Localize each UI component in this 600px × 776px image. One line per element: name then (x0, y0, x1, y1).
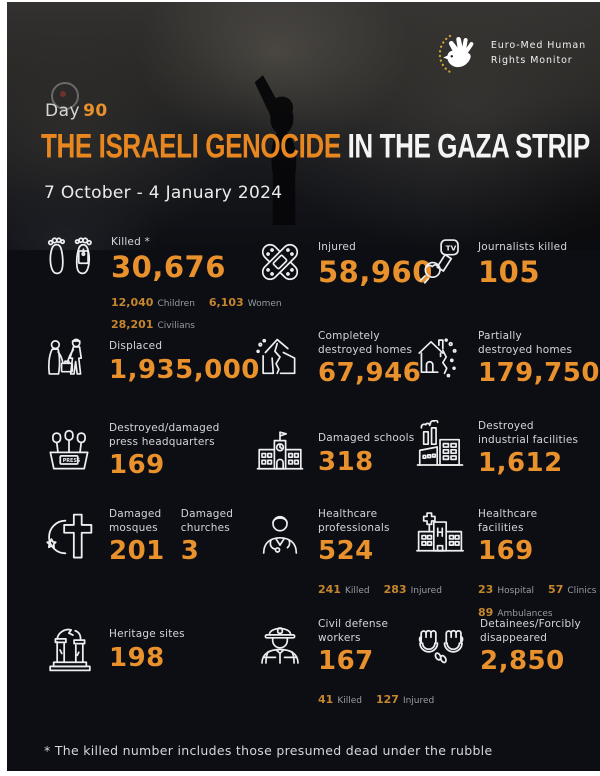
stat-homes-completely-destroyed: Completely destroyed homes 67,946 (253, 330, 421, 388)
stat-mosques-churches: Damaged mosques 201 Damaged churches 3 (40, 508, 233, 570)
firefighter-icon (253, 618, 307, 676)
stat-press-headquarters: PRESS Destroyed/damaged press headquarter… (40, 422, 219, 482)
stat-label: Damaged mosques (109, 508, 162, 534)
hero-photo (7, 2, 600, 250)
hospital-building-icon (413, 508, 467, 566)
stat-value: 1,935,000 (109, 354, 260, 385)
stat-value: 105 (478, 254, 541, 289)
stat-value: 30,676 (111, 249, 226, 284)
ambulance-emblem (51, 82, 79, 110)
stat-healthcare-facilities: Healthcare facilities 169 23 Hospital 57 Cl… (413, 508, 600, 620)
stat-value: 179,750 (478, 358, 600, 389)
stat-value: 3 (180, 536, 200, 567)
svg-text:PRESS: PRESS (63, 458, 81, 464)
svg-text:TV: TV (446, 243, 457, 252)
press-podium-icon: PRESS (40, 422, 98, 482)
stat-substats: 23 Hospital 57 Clinics (478, 582, 597, 596)
stat-journalists-killed: TV Journalists killed 105 (413, 235, 567, 293)
logo-text: Euro-Med Human Rights Monitor (490, 40, 586, 66)
stat-substats: 89 Ambulances (478, 605, 553, 619)
footnote: * The killed number includes those presu… (44, 743, 493, 758)
destroyed-house-icon (253, 330, 307, 388)
date-range: 7 October - 4 January 2024 (44, 183, 283, 203)
stat-label: Displaced (109, 340, 163, 352)
handcuffed-fists-icon (413, 618, 469, 678)
stat-killed: Killed * 30,676 12,040 Children 6,103 Wome… (40, 230, 296, 332)
stat-label: Journalists killed (478, 241, 568, 253)
stat-heritage-sites: Heritage sites 198 (42, 622, 185, 682)
page-title: THE ISRAELI GENOCIDE IN THE GAZA STRIP (41, 126, 590, 166)
stat-industrial-facilities: Destroyed industrial facilities 1,612 (413, 419, 579, 479)
cracked-house-icon (413, 330, 467, 388)
ruins-icon (42, 622, 98, 682)
crescent-cross-icon (40, 508, 98, 570)
stat-label: Healthcare facilities (478, 508, 538, 534)
school-building-icon (253, 426, 307, 484)
stat-label: Detainees/Forcibly disappeared (480, 618, 581, 644)
stat-label: Heritage sites (109, 628, 185, 640)
displaced-family-icon (42, 334, 98, 392)
tv-microphone-hand-icon: TV (413, 235, 467, 293)
stat-value: 169 (109, 450, 165, 481)
stat-label: Completely destroyed homes (318, 330, 413, 356)
stat-label: Killed * (111, 236, 150, 248)
stat-civil-defense: Civil defense workers 167 41 Killed 127 Inj… (253, 618, 448, 707)
stat-value: 167 (318, 646, 374, 677)
stat-value: 58,960 (318, 254, 433, 289)
stat-label: Partially destroyed homes (478, 330, 573, 356)
stat-label: Damaged schools (318, 432, 415, 444)
dove-hand-icon (438, 34, 474, 74)
stat-value: 318 (318, 446, 374, 477)
crossed-bandages-icon (253, 235, 307, 293)
infographic-poster: Euro-Med Human Rights Monitor Day 90 THE … (7, 2, 600, 771)
stat-label: Damaged churches (180, 508, 234, 534)
stat-label: Healthcare professionals (318, 508, 390, 534)
euromed-logo: Euro-Med Human Rights Monitor (437, 30, 586, 78)
factory-icon (413, 419, 467, 478)
stat-value: 201 (109, 536, 165, 567)
stat-value: 67,946 (318, 358, 422, 389)
stat-substats: 41 Killed 127 Injured (318, 692, 435, 706)
stat-displaced: Displaced 1,935,000 (42, 334, 260, 392)
stat-value: 1,612 (478, 448, 563, 479)
stat-label: Injured (318, 241, 356, 253)
stat-label: Destroyed/damaged press headquarters (109, 422, 220, 448)
stat-value: 169 (478, 536, 534, 567)
stat-substats: 28,201 Civilians (111, 317, 195, 331)
stat-mosques-body: Damaged mosques 201 (109, 508, 165, 566)
stat-value: 524 (318, 536, 374, 567)
stat-damaged-schools: Damaged schools 318 (253, 426, 414, 484)
stat-churches-body: Damaged churches 3 (181, 508, 233, 566)
stat-label: Civil defense workers (318, 618, 389, 644)
person-silhouette (254, 75, 297, 225)
stat-substats: 12,040 Children 6,103 Women (111, 295, 282, 309)
stat-detainees: Detainees/Forcibly disappeared 2,850 (413, 618, 581, 678)
day-counter: Day 90 (45, 101, 108, 121)
stat-injured: Injured 58,960 (253, 235, 433, 293)
stat-value: 198 (109, 642, 165, 673)
stat-label: Destroyed industrial facilities (478, 420, 579, 446)
stat-homes-partially-destroyed: Partially destroyed homes 179,750 (413, 330, 600, 388)
stat-healthcare-professionals: Healthcare professionals 524 241 Killed 28… (253, 508, 456, 597)
stat-value: 2,850 (480, 646, 565, 677)
dead-feet-tag-icon (40, 230, 100, 290)
doctor-icon (253, 508, 307, 566)
stat-substats: 241 Killed 283 Injured (318, 582, 442, 596)
